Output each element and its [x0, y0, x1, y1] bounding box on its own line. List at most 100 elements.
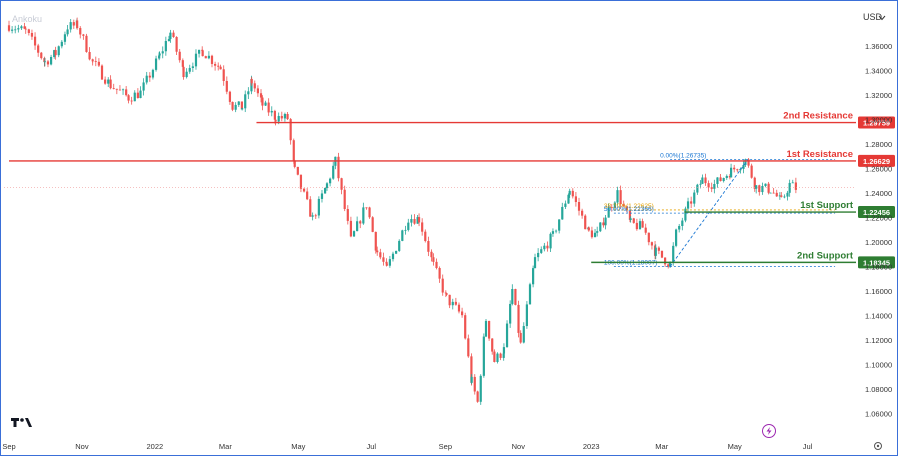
y-tick-label: 1.28000: [865, 140, 892, 149]
candle-body: [525, 304, 528, 327]
candle-body: [567, 194, 570, 204]
candle-body: [57, 46, 60, 56]
candle-body: [261, 97, 264, 106]
candle-body: [125, 89, 128, 96]
candle-body: [742, 164, 745, 169]
y-tick-label: 1.34000: [865, 67, 892, 76]
candle-body: [7, 25, 11, 31]
candle-body: [139, 90, 142, 99]
candle-body: [240, 101, 243, 110]
candle-body: [188, 67, 191, 72]
candle-body: [91, 60, 94, 62]
candle-body: [210, 55, 214, 64]
candle-body: [320, 193, 324, 199]
candle-body: [79, 28, 82, 35]
candle-body: [778, 195, 781, 197]
y-tick-label: 1.30000: [865, 116, 892, 125]
candle-body: [780, 195, 783, 197]
candle-body: [145, 75, 148, 83]
candle-body: [247, 91, 250, 95]
candle-body: [729, 167, 733, 178]
candle-body: [722, 177, 725, 182]
candle-body: [63, 34, 67, 42]
fib-trend-line: [669, 159, 749, 267]
candle-body: [133, 92, 136, 102]
candle-body: [23, 26, 26, 29]
candle-body: [704, 177, 707, 184]
candle-body: [14, 29, 17, 31]
currency-label[interactable]: USD: [863, 12, 883, 22]
y-tick-label: 1.12000: [865, 336, 892, 345]
candle-body: [185, 71, 188, 78]
candle-body: [701, 177, 704, 184]
candle-body: [674, 229, 678, 246]
candle-body: [53, 50, 56, 57]
chevron-down-icon[interactable]: [878, 15, 886, 21]
candle-body: [151, 69, 155, 78]
candle-body: [699, 183, 702, 185]
candle-body: [750, 165, 753, 178]
candle-body: [259, 93, 263, 98]
candle-body: [54, 50, 57, 56]
candle-body: [788, 182, 791, 193]
candle-body: [713, 183, 716, 189]
candle-body: [451, 301, 454, 306]
candle-body: [607, 207, 610, 218]
candle-body: [207, 55, 210, 59]
candle-body: [707, 183, 710, 188]
x-tick-label: Nov: [512, 442, 526, 451]
candle-body: [435, 261, 438, 269]
candle-body: [564, 203, 567, 207]
candle-body: [286, 113, 289, 120]
y-tick-label: 1.08000: [865, 385, 892, 394]
candle-body: [669, 262, 672, 267]
candle-body: [761, 186, 764, 193]
candle-body: [274, 119, 277, 122]
candle-body: [398, 240, 401, 251]
candle-body: [491, 338, 494, 352]
candle-body: [470, 376, 473, 383]
candle-body: [696, 184, 699, 193]
candle-body: [40, 52, 43, 59]
candle-body: [739, 168, 742, 171]
x-tick-label: 2022: [147, 442, 164, 451]
candle-body: [686, 201, 690, 209]
candle-body: [194, 53, 198, 67]
level-price-tag: [858, 256, 895, 269]
candle-body: [371, 217, 374, 232]
candle-body: [476, 391, 479, 402]
candle-body: [632, 218, 635, 223]
lightning-icon[interactable]: [762, 424, 776, 438]
candle-body: [441, 278, 444, 293]
x-tick-label: Mar: [219, 442, 232, 451]
candle-body: [169, 32, 172, 40]
candle-body: [427, 241, 430, 252]
candle-body: [244, 94, 247, 109]
candle-body: [584, 215, 587, 230]
y-tick-label: 1.24000: [865, 189, 892, 198]
candle-body: [214, 63, 217, 66]
candle-body: [118, 89, 122, 91]
candle-body: [502, 347, 506, 354]
candle-body: [647, 232, 650, 243]
candle-body: [410, 219, 413, 223]
candle-body: [613, 202, 616, 208]
candle-body: [672, 245, 675, 263]
candle-body: [72, 22, 75, 26]
candle-body: [325, 183, 329, 189]
candle-body: [786, 192, 789, 197]
candle-body: [66, 29, 69, 35]
candle-body: [379, 252, 382, 258]
candle-body: [154, 58, 158, 70]
candle-body: [191, 66, 194, 68]
candle-body: [94, 61, 97, 62]
settings-gear-icon[interactable]: [874, 442, 882, 450]
candle-body: [522, 326, 525, 343]
candle-body: [684, 208, 687, 221]
candle-body: [343, 189, 346, 210]
candle-body: [448, 294, 451, 306]
candle-body: [109, 79, 112, 89]
level-price-tag-label: 1.26629: [863, 157, 890, 166]
candle-body: [104, 79, 107, 84]
